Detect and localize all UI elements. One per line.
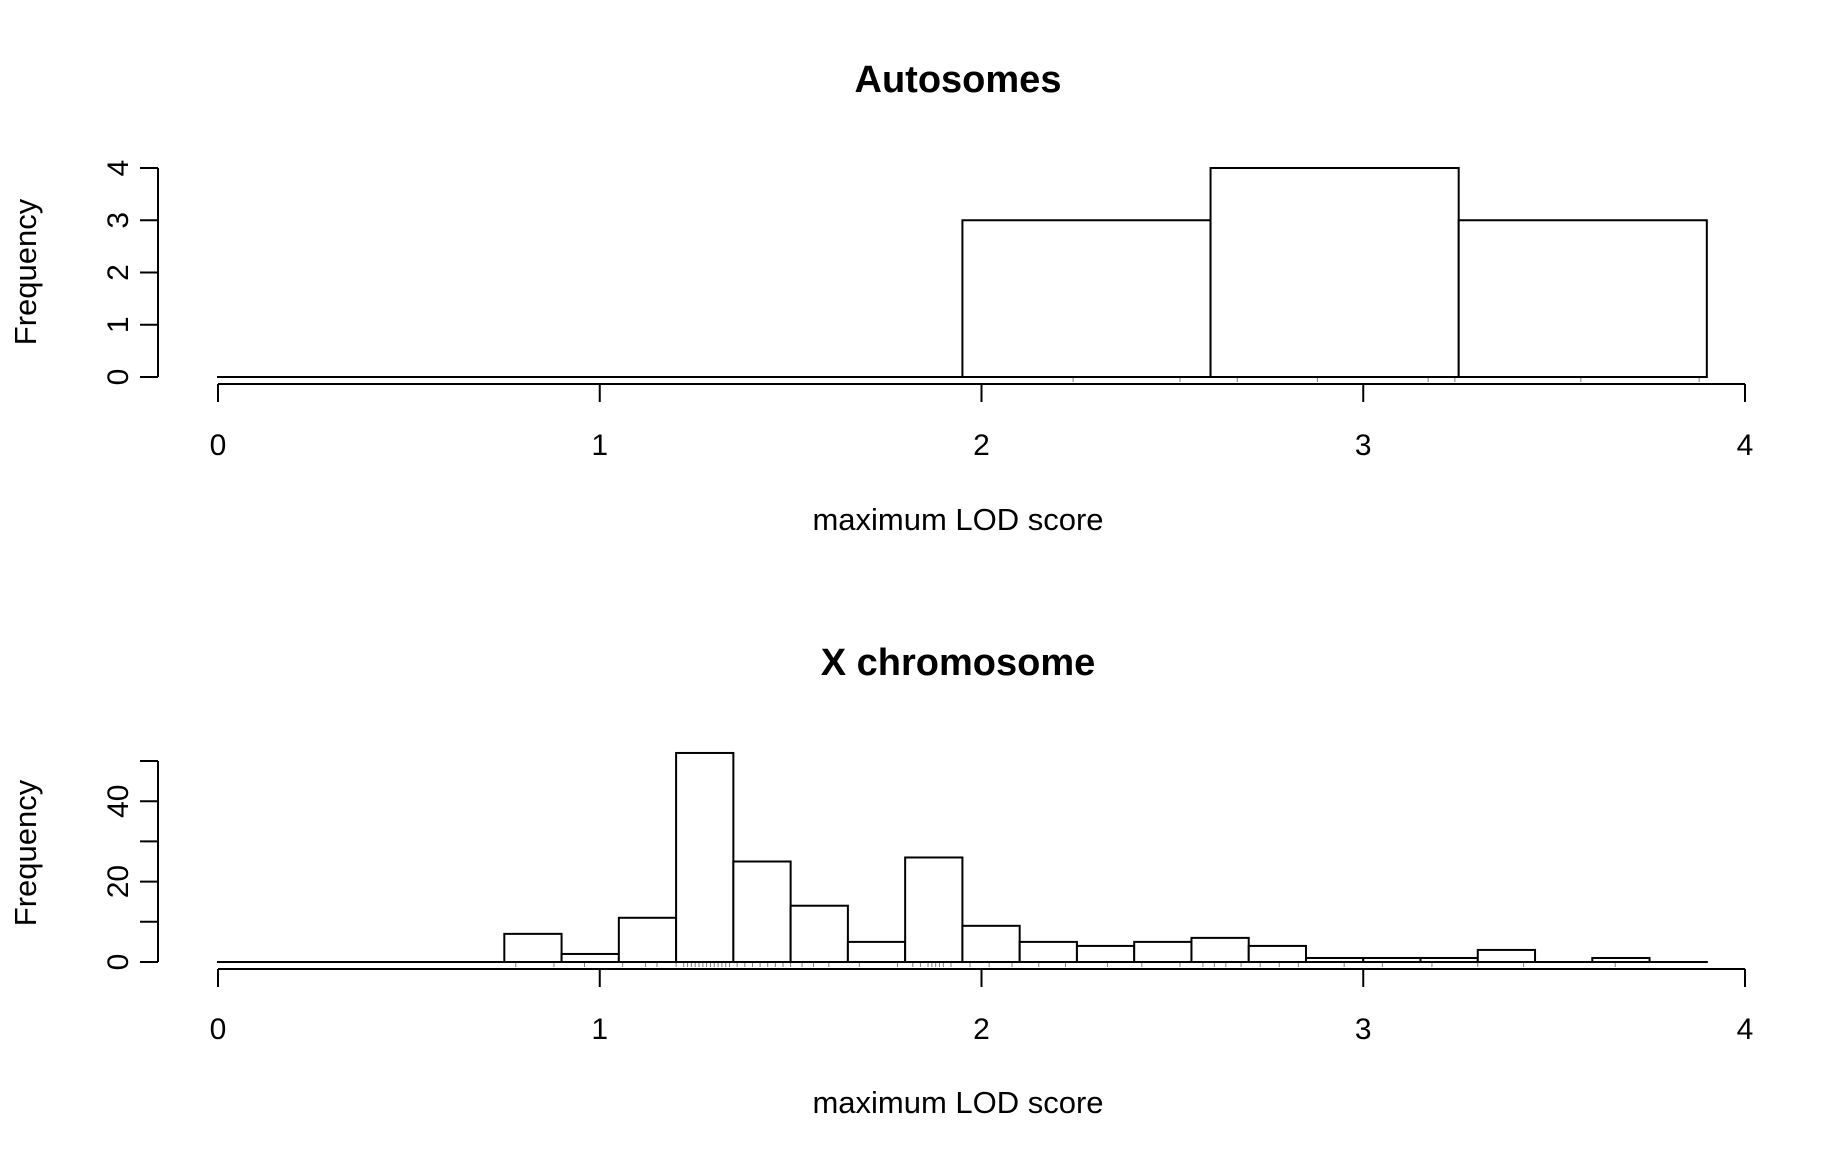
autosomes-x-tick-label: 2 [973,429,990,462]
autosomes-x-tick-label: 3 [1355,429,1372,462]
x-chromosome-bar [1190,936,1250,964]
x-chromosome-y-tick-label: 40 [102,785,135,818]
x-chromosome-bar [1362,956,1422,963]
x-chromosome-x-axis-label: maximum LOD score [812,1085,1103,1120]
x-chromosome-bar [1304,956,1365,963]
x-chromosome-bar [789,904,849,963]
autosomes-y-tick-label: 2 [102,264,135,281]
x-chromosome-y-axis: 0 20 40 [102,760,159,971]
x-chromosome-bar [503,932,563,963]
x-chromosome-x-tick-label: 4 [1737,1013,1754,1046]
x-chromosome-bar [1591,956,1651,963]
x-chromosome-bar [560,952,620,964]
x-chromosome-x-tick-label: 3 [1355,1013,1372,1046]
x-chromosome-y-tick-label: 0 [102,954,135,971]
autosomes-y-tick-label: 4 [102,160,135,177]
x-chromosome-rug [515,962,1616,967]
autosomes-y-axis-label: Frequency [8,198,43,345]
autosomes-bar [961,219,1212,378]
autosomes-x-tick-label: 4 [1737,429,1754,462]
x-chromosome-bar [1419,956,1479,963]
x-chromosome-x-axis: 0 1 2 3 4 [210,968,1754,1046]
x-chromosome-bar [675,751,735,964]
x-chromosome-bar [1075,944,1136,963]
autosomes-x-axis-label: maximum LOD score [812,502,1103,537]
autosomes-x-axis: 0 1 2 3 4 [210,383,1754,462]
x-chromosome-bar [961,924,1021,964]
x-chromosome-x-tick-label: 0 [210,1013,227,1046]
x-chromosome-bar [617,916,678,964]
x-chromosome-bar [1133,940,1193,964]
x-chromosome-bar [846,940,907,964]
autosomes-chart-title: Autosomes [855,59,1062,101]
autosomes-x-tick-label: 0 [210,429,227,462]
x-chromosome-bar [904,856,964,963]
x-chromosome-bar [1018,940,1078,964]
autosomes-y-axis: 0 1 2 3 4 [102,160,159,386]
autosomes-y-tick-label: 1 [102,316,135,333]
x-chromosome-x-tick-label: 2 [973,1013,990,1046]
x-chromosome-chart-title: X chromosome [821,642,1096,684]
x-chromosome-bars [217,751,1708,964]
x-chromosome-y-tick-label: 20 [102,865,135,898]
autosomes-bar [1209,167,1460,378]
autosomes-y-tick-label: 0 [102,369,135,386]
autosomes-bar [1457,219,1708,378]
x-chromosome-bar [1476,948,1537,964]
autosomes-histogram-panel: Autosomes maximum LOD score Frequency 0 1… [8,59,1753,537]
x-chromosome-bar [732,860,792,963]
x-chromosome-y-axis-label: Frequency [8,779,43,926]
autosomes-x-tick-label: 1 [591,429,608,462]
x-chromosome-bar [1247,944,1307,963]
autosomes-bars [217,167,1708,379]
x-chromosome-x-tick-label: 1 [591,1013,608,1046]
x-chromosome-histogram-panel: X chromosome maximum LOD score Frequency… [8,642,1753,1120]
autosomes-y-tick-label: 3 [102,212,135,229]
autosomes-rug [1072,377,1700,382]
